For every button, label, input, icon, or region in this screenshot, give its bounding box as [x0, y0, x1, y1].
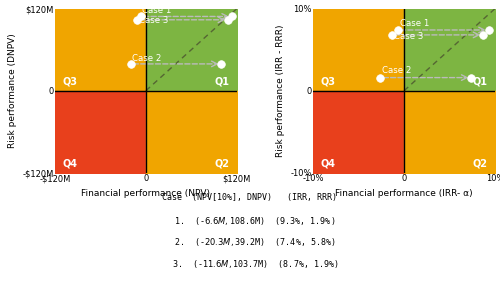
- Text: Case 2: Case 2: [132, 54, 162, 62]
- X-axis label: Financial performance (IRR- α): Financial performance (IRR- α): [336, 189, 473, 198]
- Text: 1.  (-$6.6M, $108.6M)  (9.3%, 1.9%): 1. (-$6.6M, $108.6M) (9.3%, 1.9%): [164, 215, 336, 227]
- Text: Q3: Q3: [62, 76, 78, 86]
- Text: Q3: Q3: [320, 76, 336, 86]
- X-axis label: Financial performance (NPV): Financial performance (NPV): [82, 189, 210, 198]
- Y-axis label: Risk performance (DNPV): Risk performance (DNPV): [8, 33, 16, 148]
- Y-axis label: Risk performance (IRR - RRR): Risk performance (IRR - RRR): [276, 24, 284, 157]
- Text: Case 1: Case 1: [400, 18, 429, 28]
- Text: Case 3: Case 3: [138, 16, 168, 25]
- Text: Case 2: Case 2: [382, 66, 412, 75]
- Text: Q4: Q4: [320, 158, 336, 168]
- Text: Q2: Q2: [214, 158, 230, 168]
- Text: 2.  (-$20.3M, $39.2M)  (7.4%, 5.8%): 2. (-$20.3M, $39.2M) (7.4%, 5.8%): [164, 236, 336, 248]
- Text: Q2: Q2: [472, 158, 488, 168]
- Text: Case 3: Case 3: [394, 33, 424, 41]
- Text: Q1: Q1: [472, 76, 488, 86]
- Text: 3.  (-$11.6M, $103.7M)  (8.7%, 1.9%): 3. (-$11.6M, $103.7M) (8.7%, 1.9%): [162, 258, 338, 270]
- Text: Case 1: Case 1: [142, 6, 172, 15]
- Text: Q4: Q4: [62, 158, 78, 168]
- Text: Q1: Q1: [214, 76, 230, 86]
- Text: Case  (NPV[10%], DNPV)   (IRR, RRR): Case (NPV[10%], DNPV) (IRR, RRR): [162, 193, 338, 202]
